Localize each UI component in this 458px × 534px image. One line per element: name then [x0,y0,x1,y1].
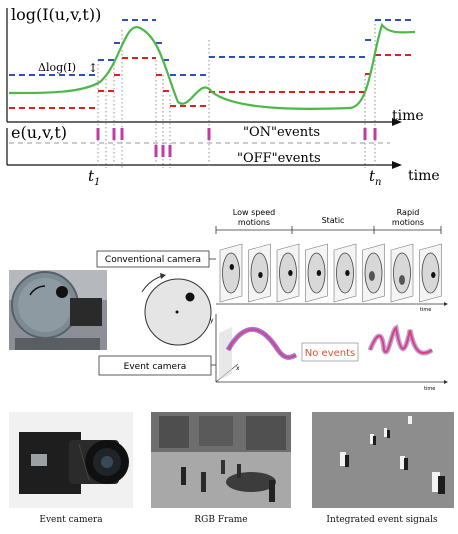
frame-disk [393,252,411,294]
bottom-time-label: time [408,168,440,184]
delta-arrow-icon: ↕ [88,61,98,75]
upper-threshold-lines [9,19,415,76]
frame-disk [307,252,326,294]
no-events-label: No events [305,348,355,359]
camera-comparison-diagram: Low speed motions Static Rapid motions tim… [9,208,448,392]
svg-text:time: time [424,386,435,392]
event-camera-box [98,355,212,376]
svg-text:y: y [210,317,214,324]
bottom-time-arrow [392,161,402,169]
event-generation-diagram: log(I(u,v,t)) Δlog(I) ↕ e(u,v,t) time ti… [6,5,440,188]
event-stream-plot: time y x [210,314,448,392]
integrated-events-photo [312,412,454,508]
on-events-label: "ON"events [243,125,320,140]
static-label: Static [322,216,345,225]
frame-dot [431,272,436,278]
svg-text:time: time [420,307,431,313]
event-camera-photo [9,412,133,508]
frame-dot [368,271,375,281]
integrated-events-caption: Integrated event signals [326,515,438,525]
event-axis-label: e(u,v,t) [11,123,67,142]
conventional-frame-strip: time [216,243,448,313]
y-axis-label: log(I(u,v,t)) [11,5,101,24]
log-intensity-curve [8,22,416,110]
rapid-label: Rapid motions [392,208,424,227]
svg-text:x: x [236,365,240,372]
conventional-camera-label: Conventional camera [105,255,201,265]
t1-label: t1 [88,167,100,188]
top-time-label: time [392,108,424,124]
segment-brace [215,226,442,234]
event-camera-label: Event camera [124,362,187,372]
tn-label: tn [369,167,381,188]
on-event-spikes [96,128,377,140]
frame-dot [229,264,234,270]
event-time-markers [97,20,376,168]
lower-threshold-lines [9,54,415,109]
rotating-disk-photo [9,270,107,350]
frame-dot [316,270,322,276]
rgb-frame-caption: RGB Frame [194,515,248,525]
frame-dot [399,275,405,285]
frame-dot [288,270,293,276]
low-speed-label: Low speed motions [233,208,275,227]
frame-disk [222,252,240,294]
disk-schematic [141,273,212,346]
rgb-frame-photo [151,412,291,508]
off-event-spikes [154,145,172,157]
top-time-arrow [392,118,402,126]
frame-dot [345,270,350,276]
delta-log-label: Δlog(I) [38,61,76,74]
frame-dot [258,272,263,278]
frame-disk [336,252,354,294]
no-events-box [301,342,359,362]
off-events-label: "OFF"events [237,151,321,166]
frame-disk [279,252,297,294]
frame-disk [421,252,440,294]
event-camera-caption: Event camera [39,515,103,525]
